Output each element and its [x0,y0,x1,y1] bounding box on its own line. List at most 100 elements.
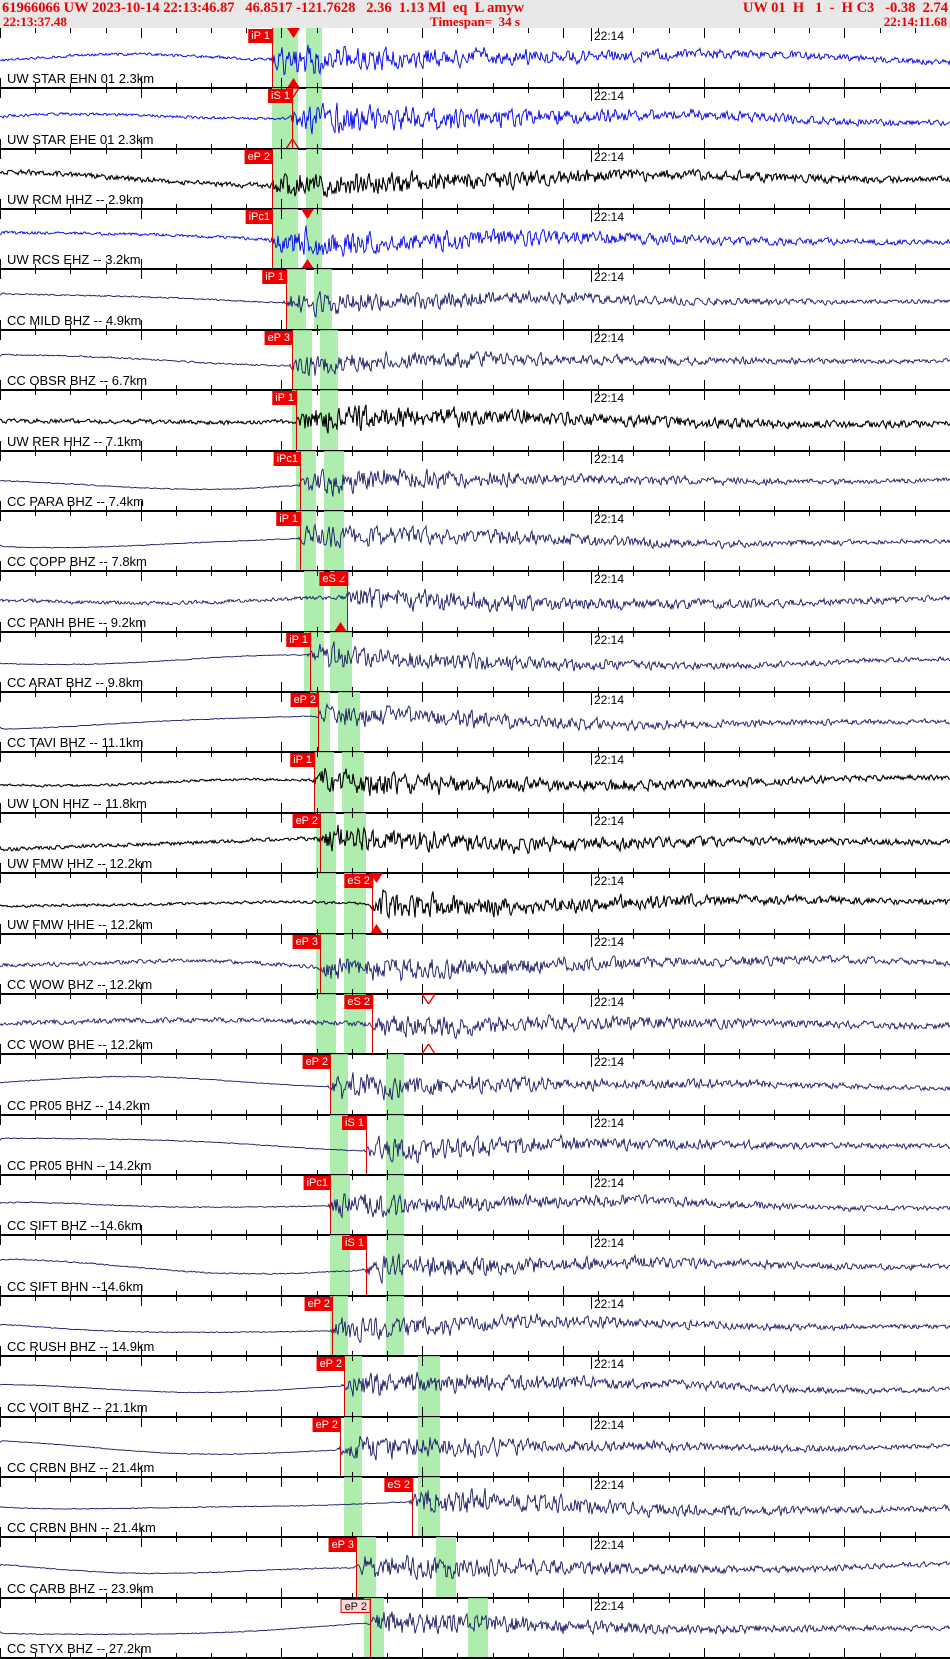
trace-row[interactable]: eP 2 22:14 CC RUSH BHZ -- 14.9km [0,1296,950,1356]
phase-pick-line[interactable] [318,692,320,752]
station-channel-label[interactable]: CC RUSH BHZ -- 14.9km [7,1339,155,1354]
phase-pick-line[interactable] [356,1537,358,1598]
phase-pick-label[interactable]: iPc1 [245,210,273,224]
station-channel-label[interactable]: CC PR05 BHN -- 14.2km [7,1158,152,1173]
station-channel-label[interactable]: CC SIFT BHN --14.6km [7,1279,144,1294]
phase-pick-label[interactable]: eS 2 [344,995,373,1009]
trace-row[interactable]: iS 1 22:14 CC SIFT BHN --14.6km [0,1235,950,1296]
trace-row[interactable]: eS 2 22:14 CC PANH BHE -- 9.2km [0,571,950,632]
trace-row[interactable]: iP 1 22:14 UW RER HHZ -- 7.1km [0,390,950,451]
trace-row[interactable]: iP 1 22:14 CC MILD BHZ -- 4.9km [0,269,950,330]
trace-row[interactable]: eP 3 22:14 CC CARB BHZ -- 23.9km [0,1537,950,1598]
trace-row[interactable]: eP 2 22:14 UW FMW HHZ -- 12.2km [0,813,950,873]
trace-row[interactable]: eS 2 22:14 CC WOW BHE -- 12.2km [0,994,950,1054]
trace-row[interactable]: iPc1 22:14 CC SIFT BHZ --14.6km [0,1175,950,1235]
trace-row[interactable]: eP 2 22:14 CC CRBN BHZ -- 21.4km [0,1417,950,1477]
amplitude-marker-top[interactable] [301,209,314,219]
station-channel-label[interactable]: UW RCM HHZ -- 2.9km [7,192,144,207]
trace-row[interactable]: iPc1 22:14 CC PARA BHZ -- 7.4km [0,451,950,511]
phase-pick-line[interactable] [286,269,288,330]
amplitude-marker-bottom[interactable] [301,259,314,269]
station-channel-label[interactable]: CC MILD BHZ -- 4.9km [7,313,142,328]
amplitude-marker-bottom[interactable] [334,622,347,632]
phase-pick-label[interactable]: eS 2 [384,1478,413,1492]
phase-pick-line[interactable] [366,1115,368,1175]
phase-pick-label[interactable]: eS 2 [344,874,373,888]
phase-pick-label[interactable]: eP 2 [312,1418,341,1432]
station-channel-label[interactable]: UW STAR EHN 01 2.3km [7,71,155,86]
phase-pick-line[interactable] [366,1235,368,1296]
trace-row[interactable]: eP 2 22:14 CC TAVI BHZ -- 11.1km [0,692,950,752]
amplitude-marker-bottom[interactable] [422,1044,435,1054]
trace-row[interactable]: eP 3 22:14 CC OBSR BHZ -- 6.7km [0,330,950,390]
trace-row[interactable]: eP 3 22:14 CC WOW BHZ -- 12.2km [0,934,950,994]
station-channel-label[interactable]: CC PARA BHZ -- 7.4km [7,494,145,509]
trace-row[interactable]: iP 1 22:14 UW LON HHZ -- 11.8km [0,752,950,813]
phase-pick-label[interactable]: iP 1 [272,391,297,405]
station-channel-label[interactable]: CC STYX BHZ -- 27.2km [7,1641,152,1656]
phase-pick-label[interactable]: eP 2 [340,1599,371,1613]
trace-row[interactable]: eS 2 22:14 UW FMW HHE -- 12.2km [0,873,950,934]
trace-row[interactable]: iP 1 22:14 UW STAR EHN 01 2.3km [0,28,950,88]
station-channel-label[interactable]: CC OBSR BHZ -- 6.7km [7,373,148,388]
trace-row[interactable]: iP 1 22:14 CC COPP BHZ -- 7.8km [0,511,950,571]
phase-pick-label[interactable]: iPc1 [303,1176,331,1190]
phase-pick-label[interactable]: iS 1 [268,89,293,103]
station-channel-label[interactable]: UW STAR EHE 01 2.3km [7,132,154,147]
phase-pick-label[interactable]: eP 3 [328,1538,357,1552]
station-channel-label[interactable]: CC SIFT BHZ --14.6km [7,1218,142,1233]
phase-pick-label[interactable]: iPc1 [273,452,301,466]
station-channel-label[interactable]: UW RER HHZ -- 7.1km [7,434,142,449]
phase-pick-line[interactable] [272,209,274,269]
station-channel-label[interactable]: CC CRBN BHN -- 21.4km [7,1520,156,1535]
trace-list[interactable]: iP 1 22:14 UW STAR EHN 01 2.3km iS 1 22:14 UW… [0,28,950,1659]
phase-pick-line[interactable] [412,1477,414,1537]
phase-pick-line[interactable] [344,1356,346,1417]
trace-row[interactable]: iS 1 22:14 UW STAR EHE 01 2.3km [0,88,950,149]
phase-pick-line[interactable] [332,1296,334,1356]
trace-row[interactable]: eP 2 22:14 CC VOIT BHZ -- 21.1km [0,1356,950,1417]
phase-pick-label[interactable]: iP 1 [290,753,315,767]
station-channel-label[interactable]: CC CARB BHZ -- 23.9km [7,1581,154,1596]
phase-pick-line[interactable] [347,571,349,632]
station-channel-label[interactable]: CC VOIT BHZ -- 21.1km [7,1400,148,1415]
phase-pick-line[interactable] [340,1417,342,1477]
phase-pick-label[interactable]: iP 1 [286,633,311,647]
phase-pick-line[interactable] [330,1054,332,1115]
phase-pick-line[interactable] [292,88,294,149]
station-channel-label[interactable]: CC ARAT BHZ -- 9.8km [7,675,144,690]
station-channel-label[interactable]: UW FMW HHZ -- 12.2km [7,856,153,871]
phase-pick-label[interactable]: eP 2 [244,150,273,164]
amplitude-marker-top[interactable] [422,994,435,1004]
phase-pick-line[interactable] [272,28,274,88]
phase-pick-line[interactable] [320,813,322,873]
phase-pick-label[interactable]: eP 2 [292,814,321,828]
amplitude-marker-bottom[interactable] [370,924,383,934]
phase-pick-label[interactable]: iP 1 [248,29,273,43]
station-channel-label[interactable]: CC COPP BHZ -- 7.8km [7,554,147,569]
phase-pick-line[interactable] [314,752,316,813]
amplitude-marker-top[interactable] [334,571,347,581]
station-channel-label[interactable]: CC CRBN BHZ -- 21.4km [7,1460,155,1475]
amplitude-marker-top[interactable] [286,88,299,98]
station-channel-label[interactable]: CC WOW BHE -- 12.2km [7,1037,153,1052]
trace-row[interactable]: iS 1 22:14 CC PR05 BHN -- 14.2km [0,1115,950,1175]
phase-pick-line[interactable] [330,1175,332,1235]
phase-pick-label[interactable]: eP 3 [292,935,321,949]
phase-pick-line[interactable] [272,149,274,209]
station-channel-label[interactable]: UW LON HHZ -- 11.8km [7,796,147,811]
phase-pick-label[interactable]: eP 2 [316,1357,345,1371]
phase-pick-label[interactable]: eP 2 [304,1297,333,1311]
phase-pick-line[interactable] [320,934,322,994]
phase-pick-label[interactable]: iS 1 [342,1116,367,1130]
phase-pick-label[interactable]: eP 3 [264,331,293,345]
phase-pick-label[interactable]: iS 1 [342,1236,367,1250]
amplitude-marker-bottom[interactable] [287,78,300,88]
trace-row[interactable]: eS 2 22:14 CC CRBN BHN -- 21.4km [0,1477,950,1537]
phase-pick-label[interactable]: iP 1 [262,270,287,284]
trace-row[interactable]: eP 2 22:14 CC STYX BHZ -- 27.2km [0,1598,950,1658]
amplitude-marker-bottom[interactable] [286,139,299,149]
phase-pick-line[interactable] [310,632,312,692]
trace-row[interactable]: iPc1 22:14 UW RCS EHZ -- 3.2km [0,209,950,269]
trace-row[interactable]: eP 2 22:14 CC PR05 BHZ -- 14.2km [0,1054,950,1115]
